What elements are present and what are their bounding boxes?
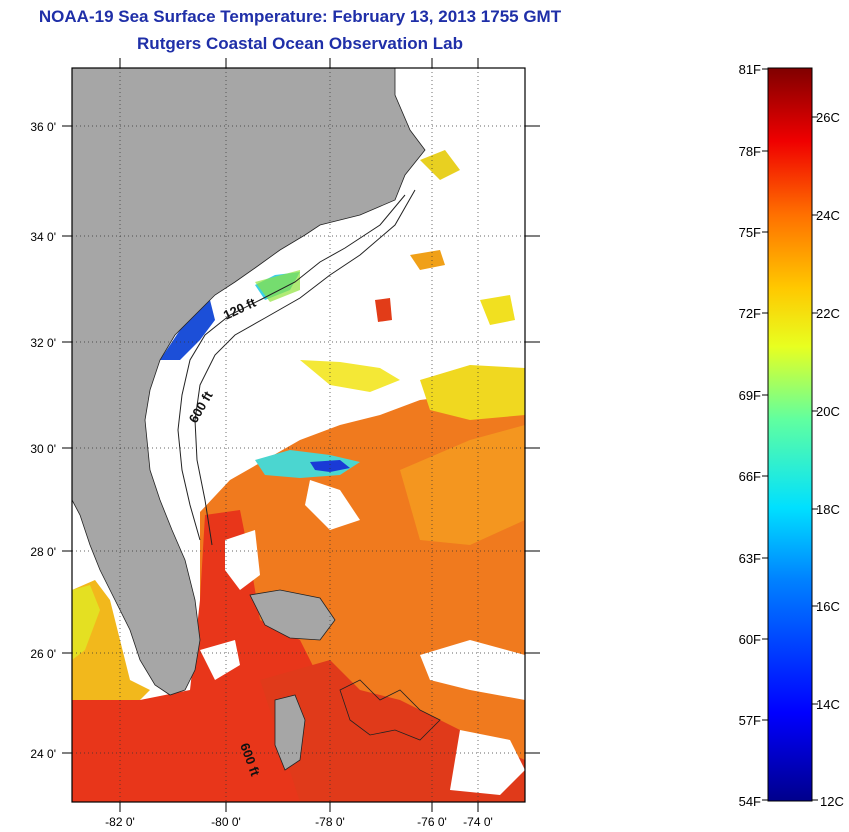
colorbar-f-label: 63F: [739, 551, 761, 566]
north-patch-3: [375, 298, 392, 322]
lat-label: 32 0': [30, 336, 56, 350]
lat-label: 30 0': [30, 442, 56, 456]
cloud-patch-5: [450, 730, 525, 795]
colorbar-c-ticks: [812, 116, 818, 801]
north-patch-2: [410, 250, 445, 270]
lat-label: 24 0': [30, 747, 56, 761]
mid-shelf-yellow-2: [300, 360, 400, 392]
contour-120ft: [177, 194, 406, 541]
bathymetry-contours: [177, 189, 416, 546]
north-patch-4: [480, 295, 515, 325]
colorbar-f-label: 75F: [739, 225, 761, 240]
longitude-labels: -82 0' -80 0' -78 0' -76 0' -74 0': [105, 815, 493, 829]
lat-label: 26 0': [30, 647, 56, 661]
cloud-patch-2: [200, 640, 240, 680]
lon-label: -74 0': [463, 815, 493, 829]
colorbar-c-label: 16C: [816, 599, 840, 614]
colorbar-f-ticks: [762, 68, 768, 801]
colorbar-f-label: 60F: [739, 632, 761, 647]
latitude-labels: 36 0' 34 0' 32 0' 30 0' 28 0' 26 0' 24 0…: [30, 120, 56, 761]
map-title: NOAA-19 Sea Surface Temperature: Februar…: [38, 7, 562, 26]
colorbar-c-label: 18C: [816, 502, 840, 517]
colorbar-f-label: 81F: [739, 62, 761, 77]
map-ticks: [62, 58, 540, 812]
cold-shelf-green: [255, 270, 300, 302]
land-andros: [274, 694, 306, 771]
north-patch-1: [420, 150, 460, 180]
colorbar-f-label: 72F: [739, 306, 761, 321]
lon-label: -78 0': [315, 815, 345, 829]
colorbar-f-label: 54F: [739, 794, 761, 809]
colorbar-c-label: 24C: [816, 208, 840, 223]
lat-label: 28 0': [30, 545, 56, 559]
colorbar-scale: [767, 67, 813, 802]
colorbar-c-label: 22C: [816, 306, 840, 321]
map-subtitle: Rutgers Coastal Ocean Observation Lab: [137, 34, 463, 53]
colorbar-f-label: 57F: [739, 713, 761, 728]
mid-shelf-yellow: [420, 365, 525, 420]
colorbar-f-label: 66F: [739, 469, 761, 484]
lon-label: -80 0': [211, 815, 241, 829]
cloud-patch-1: [225, 530, 260, 590]
colorbar-f-label: 69F: [739, 388, 761, 403]
colorbar-c-label: 12C: [820, 794, 844, 809]
gulf-of-mexico-yellow: [72, 585, 100, 660]
bahama-bank-outline: [339, 679, 441, 741]
map-frame: [71, 67, 526, 803]
lon-label: -76 0': [417, 815, 447, 829]
colorbar-c-label: 14C: [816, 697, 840, 712]
land-mainland: [72, 68, 426, 696]
colorbar-c-label: 20C: [816, 404, 840, 419]
lat-label: 34 0': [30, 230, 56, 244]
front-eddy-blue: [310, 460, 350, 472]
sst-map: 120 ft 600 ft 600 ft: [30, 58, 540, 829]
contour-600ft: [194, 189, 416, 546]
colorbar-f-label: 78F: [739, 144, 761, 159]
lat-label: 36 0': [30, 120, 56, 134]
land-grand-bahama: [249, 589, 336, 641]
cold-shelf-blue: [160, 300, 215, 360]
lon-label: -82 0': [105, 815, 135, 829]
cloud-patch-4: [305, 480, 360, 530]
colorbar-f-labels: 81F 78F 75F 72F 69F 66F 63F 60F 57F 54F: [739, 62, 761, 809]
warm-water-streaks: [400, 425, 525, 545]
colorbar: 81F 78F 75F 72F 69F 66F 63F 60F 57F 54F …: [739, 62, 844, 809]
colorbar-c-label: 26C: [816, 110, 840, 125]
cloud-patch-3: [420, 640, 525, 700]
colorbar-c-labels: 26C 24C 22C 20C 18C 16C 14C 12C: [816, 110, 844, 809]
